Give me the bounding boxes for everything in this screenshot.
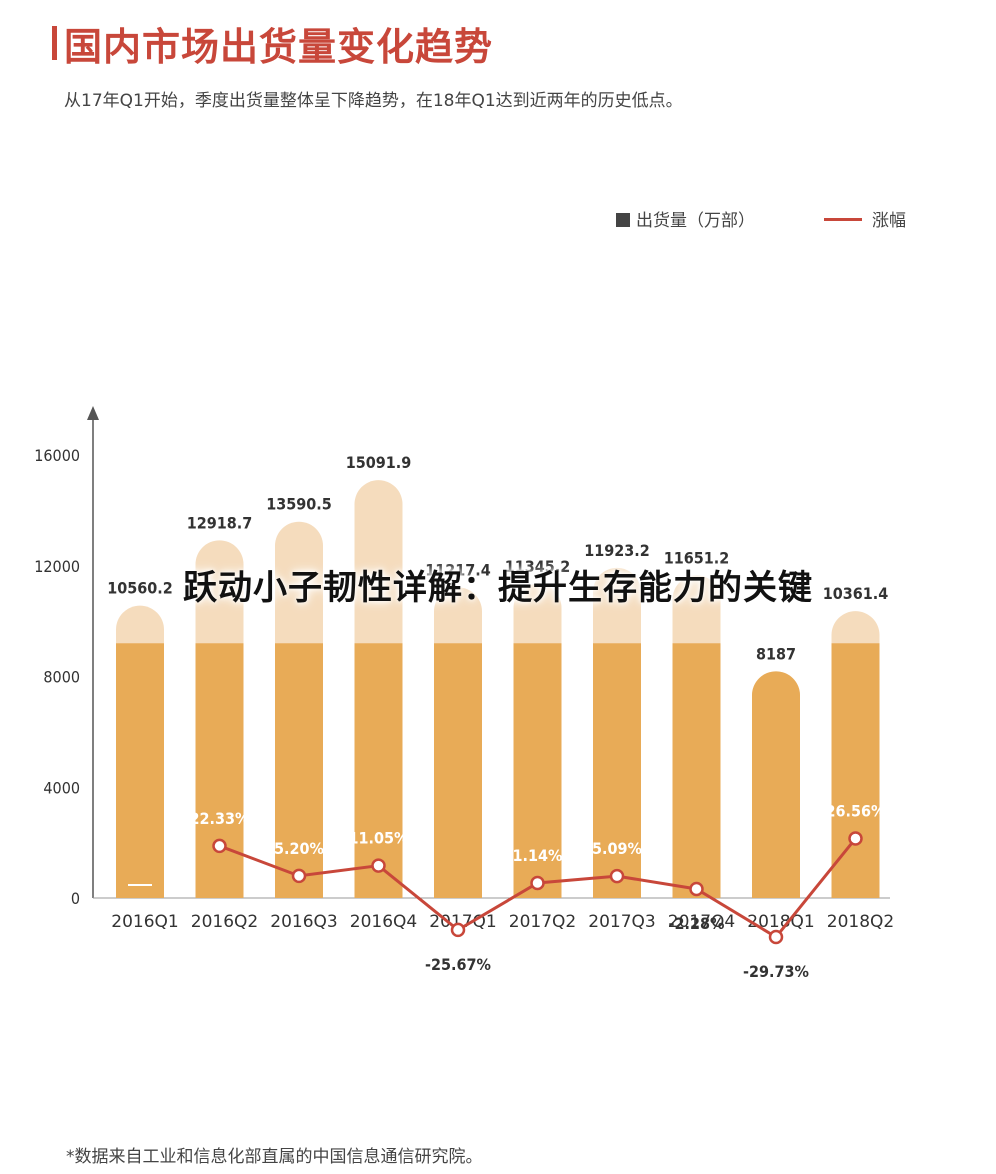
bar-lower-segment <box>434 643 482 898</box>
bar-lower-segment <box>195 643 244 898</box>
growth-point <box>291 868 307 884</box>
x-tick-label: 2017Q3 <box>588 912 655 932</box>
overlay-caption: 跃动小子韧性详解：提升生存能力的关键 <box>183 568 813 608</box>
bar-value-label: 11345.2 <box>505 557 571 576</box>
bar-lower-segment <box>593 643 641 898</box>
growth-label: 26.56% <box>826 802 886 821</box>
bar-lower-segment <box>752 671 800 898</box>
growth-label: 5.20% <box>274 839 324 858</box>
bar-value-label: 12918.7 <box>187 513 253 532</box>
growth-point <box>848 831 863 846</box>
legend-item-growth: 涨幅 <box>824 206 906 231</box>
bar-lower-segment <box>672 643 721 898</box>
bar-value-label: 11651.2 <box>664 548 730 567</box>
y-axis-arrow-icon <box>87 406 99 420</box>
growth-label: -25.67% <box>425 955 491 974</box>
x-tick-label: 2016Q4 <box>350 912 417 932</box>
bar-lower-segment <box>275 643 323 898</box>
growth-label: 22.33% <box>190 809 250 828</box>
growth-label: 5.09% <box>592 839 642 858</box>
x-tick-label: 2018Q1 <box>747 912 814 932</box>
bar-value-label: 8187 <box>756 644 796 663</box>
bar-value-label: 11923.2 <box>584 541 650 560</box>
y-tick-label: 8000 <box>43 668 80 687</box>
bar-lower-segment <box>116 643 164 898</box>
growth-point <box>768 929 784 945</box>
y-tick-label: 4000 <box>43 778 80 797</box>
bar-value-label: 13590.5 <box>266 495 332 514</box>
x-tick-label: 2016Q1 <box>111 912 178 932</box>
legend-item-shipments: 出货量（万部） <box>616 206 755 231</box>
x-tick-label: 2017Q2 <box>509 912 576 932</box>
footnote: *数据来自工业和信息化部直属的中国信息通信研究院。 <box>66 1147 483 1167</box>
growth-point <box>371 858 386 873</box>
chart-title: 国内市场出货量变化趋势 <box>64 25 494 69</box>
growth-label: 11.05% <box>349 829 409 848</box>
x-tick-label: 2016Q2 <box>191 912 258 932</box>
growth-label: -29.73% <box>743 962 809 981</box>
legend-label-growth: 涨幅 <box>872 211 906 231</box>
x-tick-label: 2017Q4 <box>668 912 735 932</box>
y-tick-label: 16000 <box>34 446 80 465</box>
y-tick-label: 0 <box>71 889 80 908</box>
legend-square-icon <box>616 213 630 227</box>
y-tick-label: 12000 <box>34 557 80 576</box>
bar-lower-segment <box>513 643 562 898</box>
growth-point <box>530 875 545 891</box>
growth-point <box>609 868 625 884</box>
growth-point <box>689 881 704 897</box>
growth-label: -2.28% <box>669 914 725 933</box>
x-tick-label: 2016Q3 <box>270 912 337 932</box>
bar-lower-segment <box>831 643 880 898</box>
legend-line-icon <box>824 218 862 221</box>
x-tick-label: 2018Q2 <box>827 912 894 932</box>
growth-label: 1.14% <box>513 846 563 865</box>
bar-value-label: 15091.9 <box>346 453 412 472</box>
chart-subtitle: 从17年Q1开始，季度出货量整体呈下降趋势，在18年Q1达到近两年的历史低点。 <box>64 91 683 111</box>
growth-point <box>212 838 227 854</box>
legend-label-shipments: 出货量（万部） <box>636 211 755 231</box>
bar-lower-segment <box>354 643 403 898</box>
growth-point <box>450 922 466 938</box>
bar-value-label: 11217.4 <box>425 560 491 579</box>
bar-value-label: 10560.2 <box>107 579 173 598</box>
bar-value-label: 10361.4 <box>823 584 889 603</box>
title-accent-bar <box>52 26 57 60</box>
